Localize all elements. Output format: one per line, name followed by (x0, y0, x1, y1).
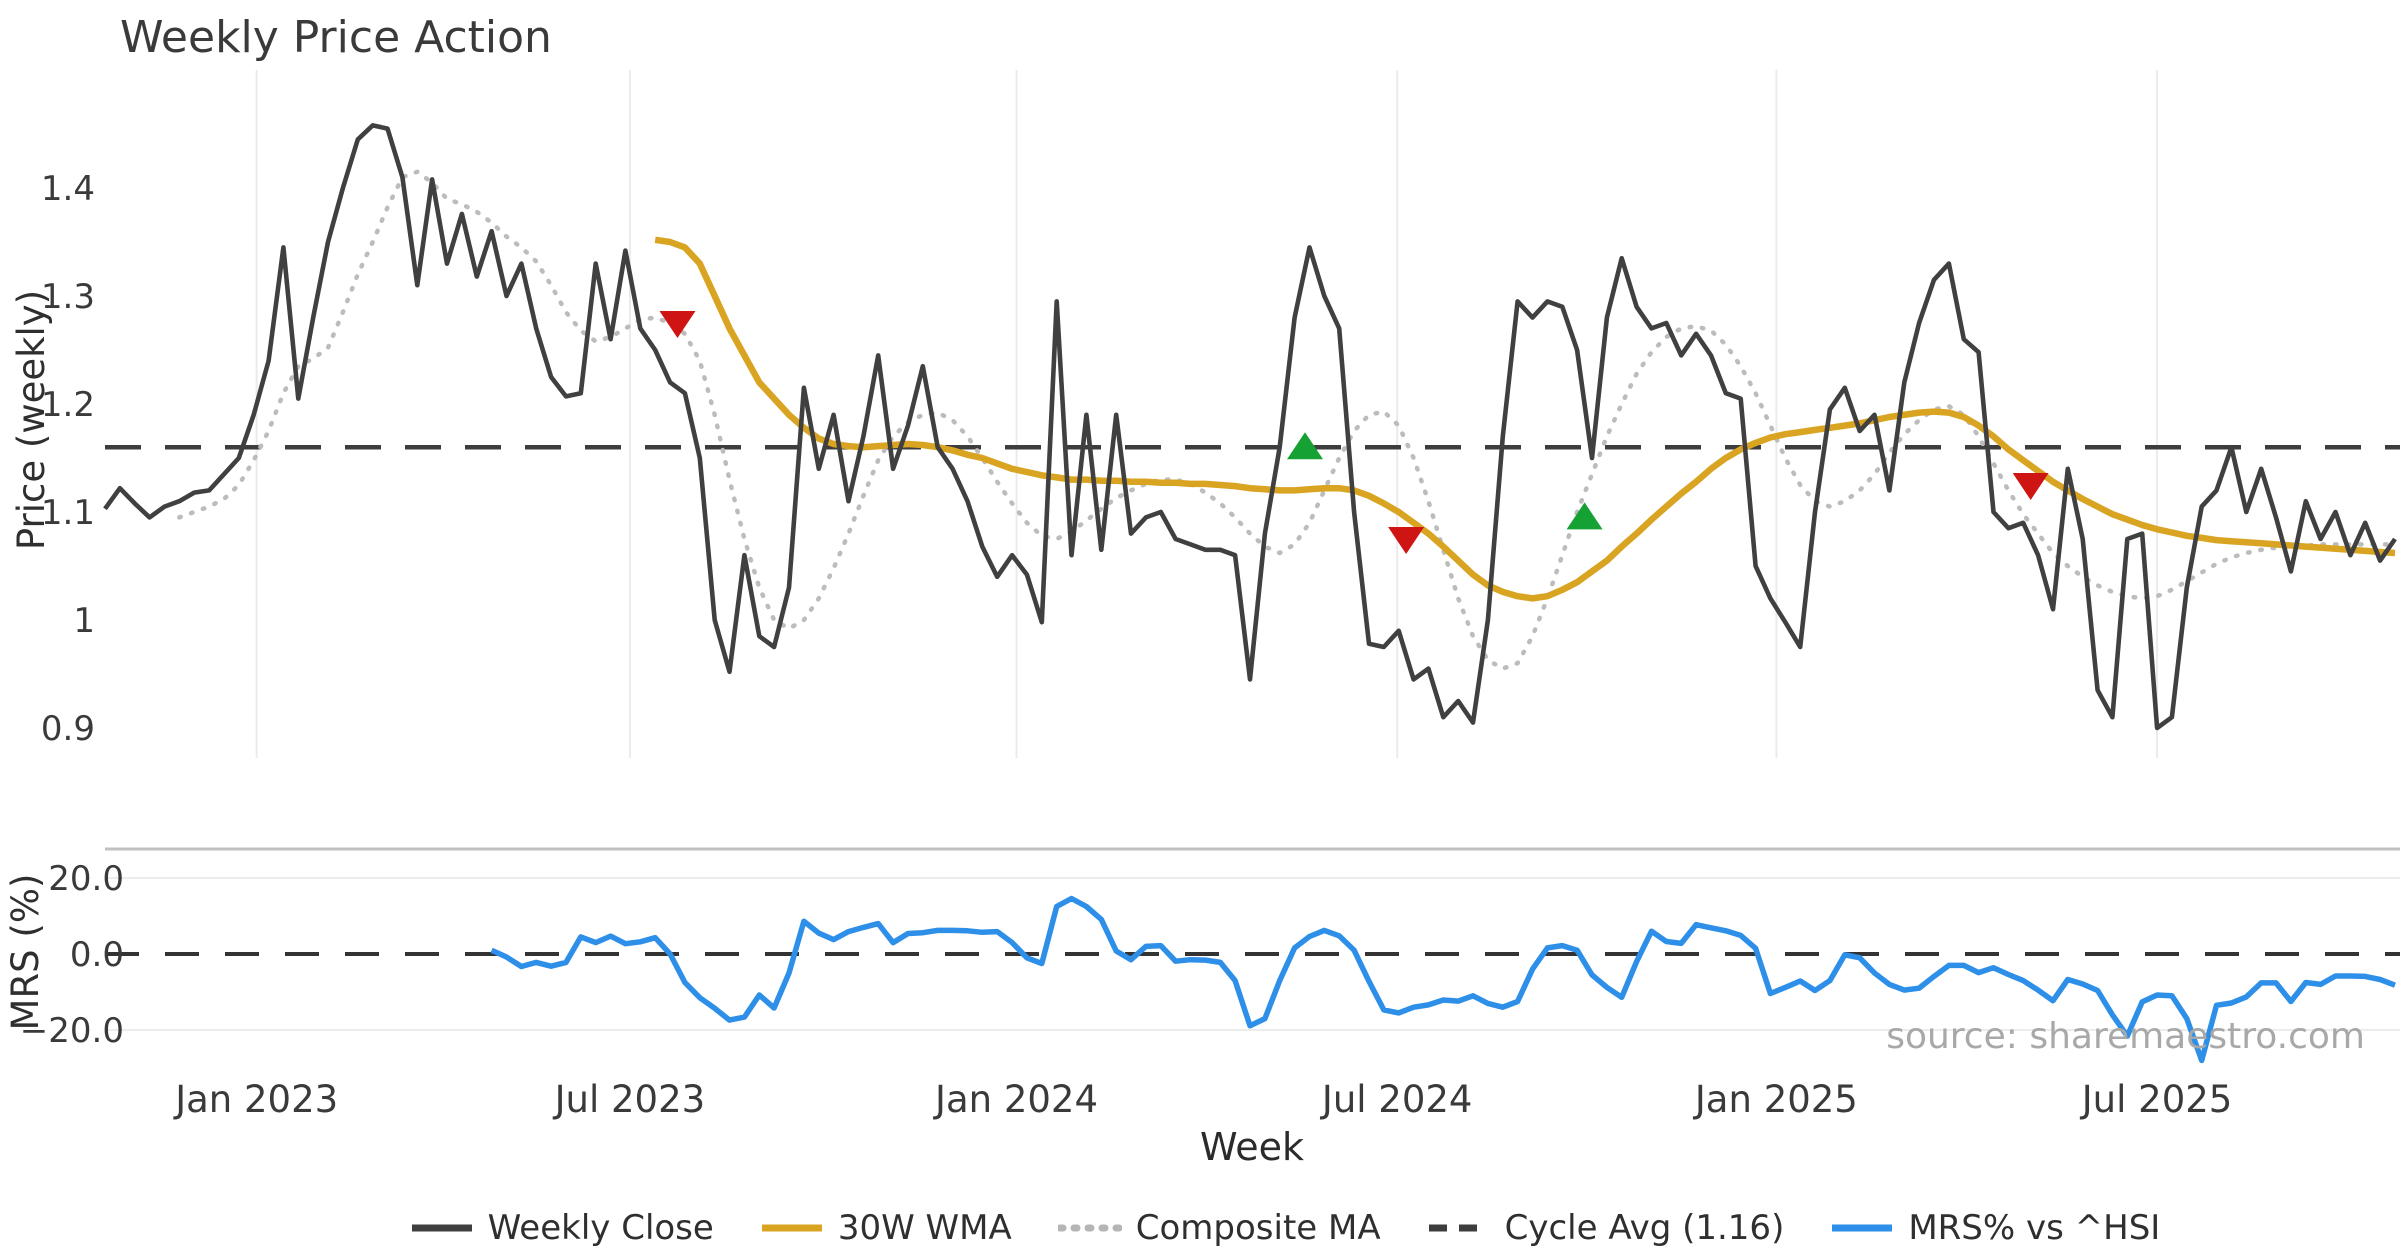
legend-swatch-dashed (1428, 1224, 1489, 1232)
price-axis-label: Price (weekly) (10, 290, 53, 550)
legend-item: Cycle Avg (1.16) (1427, 1208, 1785, 1248)
legend-item: 30W WMA (760, 1208, 1012, 1248)
legend-swatch-dotted (1057, 1224, 1122, 1232)
series-weekly-close (103, 123, 2397, 731)
legend-label: MRS% vs ^HSI (1908, 1208, 2161, 1248)
sell-signal-marker (1388, 527, 1425, 554)
legend-swatch-solid (761, 1224, 822, 1232)
legend-swatch-solid (1832, 1224, 1893, 1232)
mrs-axis-label: MRS (%) (4, 874, 47, 1031)
legend-label: Weekly Close (487, 1208, 714, 1248)
mrs-tick-label: 20.0 (48, 859, 124, 899)
price-tick-label: 1.1 (41, 493, 95, 533)
series-mrs-vs-hsi (490, 895, 2396, 1064)
chart-legend: Weekly Close 30W WMA Composite MA Cycle … (0, 1208, 2400, 1248)
price-tick-label: 1.4 (41, 169, 95, 209)
legend-label: Composite MA (1135, 1208, 1381, 1248)
sell-signal-marker (659, 311, 696, 338)
legend-label: Cycle Avg (1.16) (1504, 1208, 1785, 1248)
legend-item: Weekly Close (410, 1208, 714, 1248)
legend-item: MRS% vs ^HSI (1830, 1208, 2160, 1248)
x-tick-label: Jul 2025 (2080, 1078, 2233, 1121)
page-title: Weekly Price Action (120, 12, 552, 63)
x-tick-label: Jan 2025 (1693, 1078, 1858, 1121)
legend-swatch-solid (411, 1224, 472, 1232)
x-tick-label: Jul 2023 (553, 1078, 706, 1121)
legend-label: 30W WMA (837, 1208, 1012, 1248)
buy-signal-marker (1566, 502, 1603, 530)
series-30w-wma (654, 236, 2396, 602)
price-tick-label: 1.3 (41, 277, 95, 317)
mrs-tick-label: 0.0 (70, 935, 124, 975)
series-composite-ma (177, 169, 2398, 671)
legend-item: Composite MA (1057, 1208, 1381, 1248)
x-tick-label: Jan 2023 (173, 1078, 338, 1121)
price-tick-label: 0.9 (41, 709, 95, 749)
price-tick-label: 1 (73, 601, 95, 641)
x-axis-label: Week (1200, 1125, 1304, 1169)
buy-signal-marker (1287, 432, 1324, 460)
x-tick-label: Jul 2024 (1320, 1078, 1473, 1121)
source-note: source: sharemaestro.com (1886, 1016, 2365, 1057)
mrs-tick-label: −20.0 (20, 1011, 124, 1051)
price-tick-label: 1.2 (41, 385, 95, 425)
sell-signal-marker (2012, 473, 2049, 500)
x-tick-label: Jan 2024 (933, 1078, 1098, 1121)
